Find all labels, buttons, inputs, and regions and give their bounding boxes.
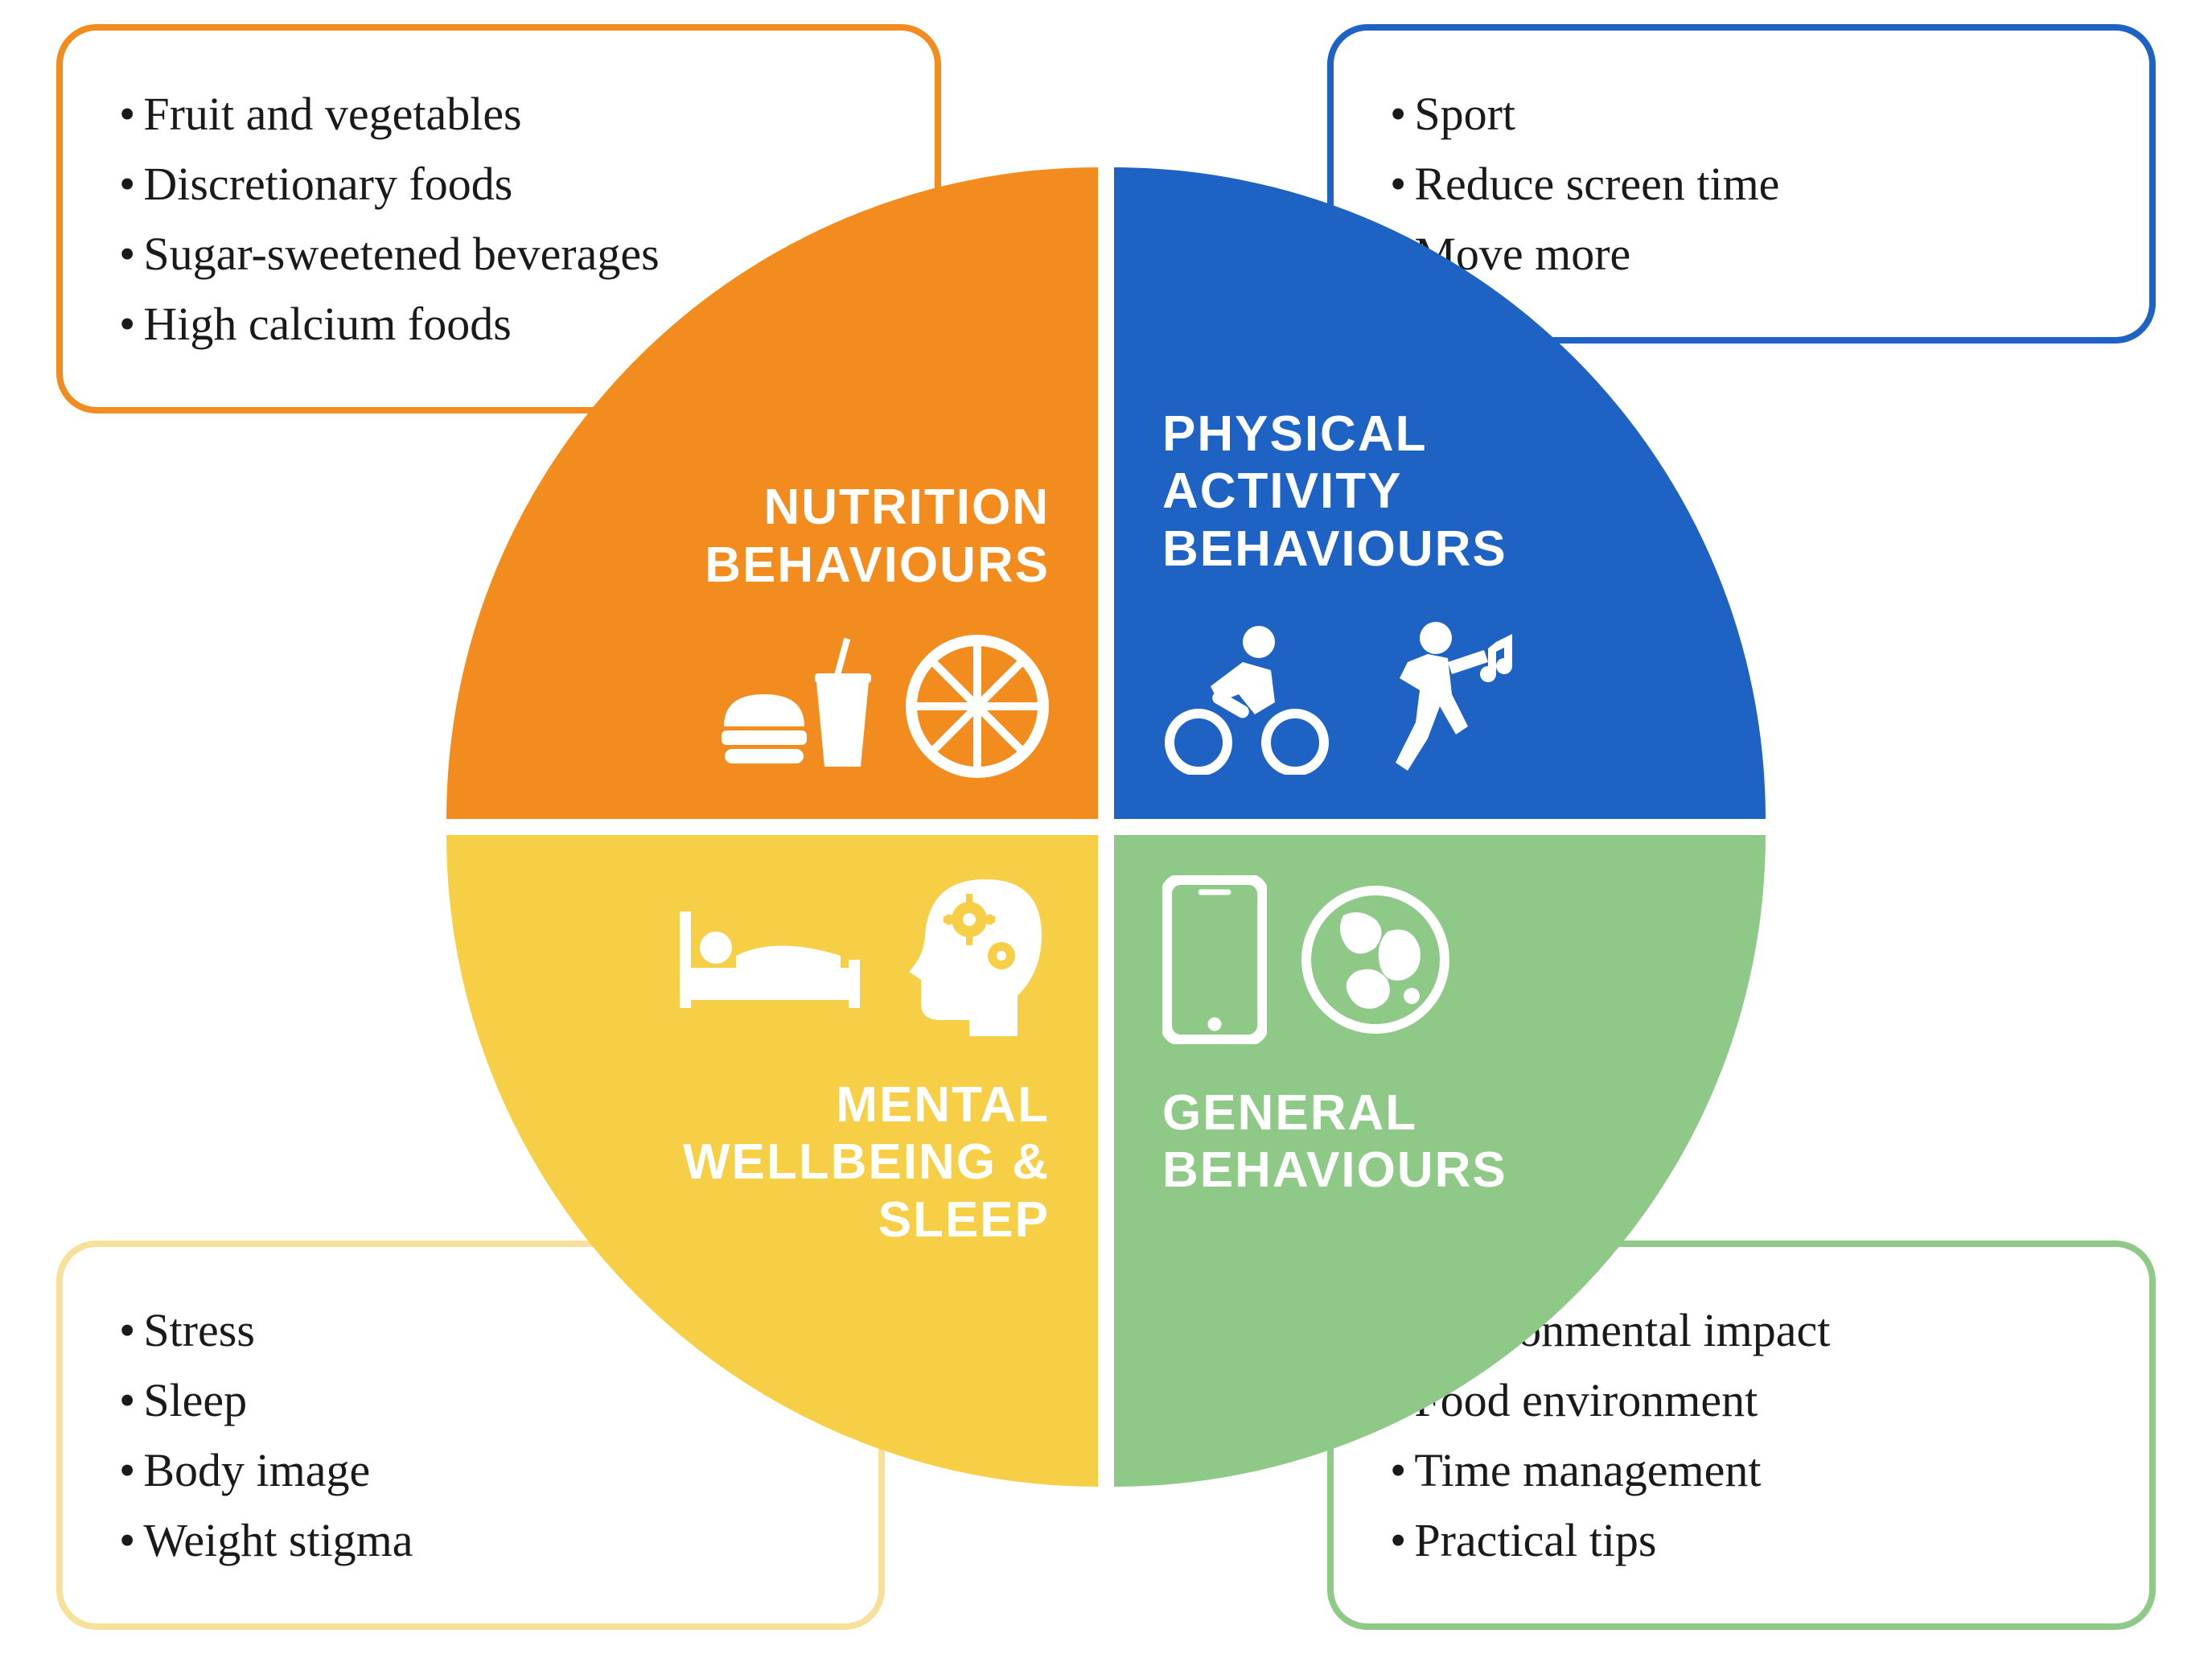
diagram-container: Fruit and vegetables Discretionary foods… [0,0,2212,1654]
quadrant-mental: MENTAL WELLBEING & SLEEP [446,835,1098,1487]
quadrant-general: GENERAL BEHAVIOURS [1114,835,1766,1487]
quadrant-icons [1162,875,1452,1044]
quadrant-nutrition: NUTRITION BEHAVIOURS [446,167,1098,819]
quadrant-icons [680,875,1050,1036]
circle-diagram: NUTRITION BEHAVIOURS [446,167,1766,1487]
list-item: Sport [1417,79,2093,149]
quadrant-icons [1162,618,1524,779]
citrus-wheel-icon [905,634,1050,779]
quadrant-icons [720,634,1050,779]
quadrant-content: NUTRITION BEHAVIOURS [446,167,1098,819]
quadrant-content: GENERAL BEHAVIOURS [1114,835,1766,1487]
burger-drink-icon [720,638,873,775]
list-item: Practical tips [1417,1505,2093,1575]
globe-icon [1299,883,1452,1036]
quadrant-title: GENERAL BEHAVIOURS [1162,1084,1507,1199]
list-item: Fruit and vegetables [146,79,878,149]
head-gears-icon [897,875,1050,1036]
list-item: Weight stigma [146,1505,822,1575]
cyclist-icon [1162,622,1331,775]
quadrant-content: PHYSICAL ACTIVITY BEHAVIOURS [1114,167,1766,819]
quadrant-title: PHYSICAL ACTIVITY BEHAVIOURS [1162,405,1507,578]
bed-sleep-icon [680,895,865,1016]
dancer-music-icon [1363,618,1524,779]
smartphone-icon [1162,875,1267,1044]
quadrant-content: MENTAL WELLBEING & SLEEP [446,835,1098,1487]
quadrant-physical: PHYSICAL ACTIVITY BEHAVIOURS [1114,167,1766,819]
quadrant-title: MENTAL WELLBEING & SLEEP [683,1076,1050,1249]
quadrant-title: NUTRITION BEHAVIOURS [705,479,1050,594]
